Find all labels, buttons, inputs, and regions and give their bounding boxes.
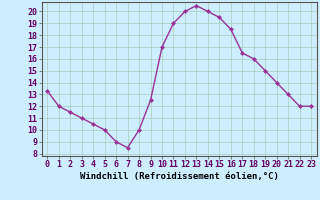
X-axis label: Windchill (Refroidissement éolien,°C): Windchill (Refroidissement éolien,°C) (80, 172, 279, 181)
